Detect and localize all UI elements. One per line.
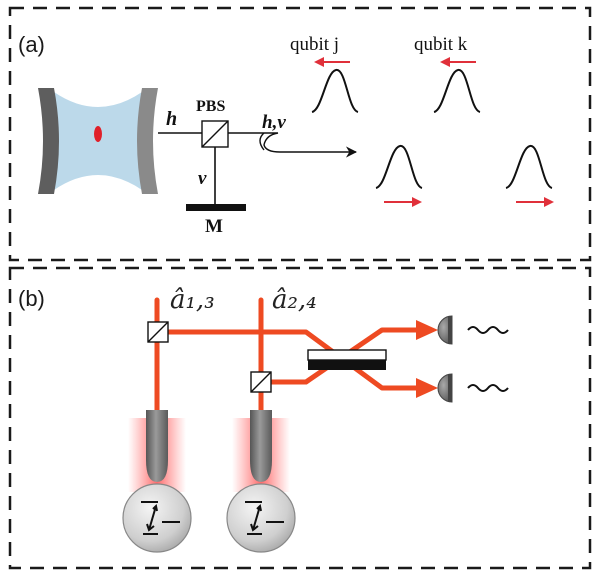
- panel-a-frame: [8, 6, 592, 262]
- detector-signal-upper: [467, 326, 509, 334]
- beam-hv-label: h,v: [262, 112, 286, 133]
- beam-splitter-right: [250, 371, 272, 393]
- beam-h-label: h: [166, 108, 177, 130]
- energy-level-diagram-right: [245, 501, 284, 535]
- pulse-lower-left: [375, 145, 423, 189]
- beam-hv-bend: [259, 132, 265, 151]
- beam-arrowhead-upper: [416, 320, 438, 340]
- atom-sphere-left: [122, 483, 192, 553]
- fiber-tip-right: [250, 410, 272, 482]
- waveplate: [307, 349, 387, 370]
- photodetector-lower: [437, 373, 509, 403]
- atom-sphere-right: [226, 483, 296, 553]
- cavity-right-mirror: [137, 88, 158, 194]
- beam-splitter-left: [147, 321, 169, 343]
- panel-b-frame: [8, 266, 592, 570]
- pulse-qubit-k: [433, 69, 481, 113]
- panel-b-label: (b): [18, 286, 45, 311]
- mirror-m: [186, 204, 246, 211]
- beam-hv-loop: [263, 132, 358, 158]
- trapped-atom: [94, 126, 102, 142]
- mode-label-13: â₁,₃: [170, 285, 215, 315]
- panel-a-label: (a): [18, 32, 45, 57]
- optical-cavity: [38, 88, 158, 194]
- beam-v-label: v: [198, 168, 207, 189]
- energy-level-diagram-left: [141, 501, 180, 535]
- pulse-lower-right: [505, 145, 553, 189]
- qubit-j-label: qubit j: [290, 34, 339, 55]
- panel-b: (b) â₁,₃ â₂,₄: [8, 266, 592, 570]
- detector-signal-lower: [467, 384, 509, 392]
- laser-beams: [154, 297, 433, 421]
- beam-arrowhead-lower: [416, 378, 438, 398]
- fiber-tip-left: [146, 410, 168, 482]
- photodetector-upper: [437, 315, 509, 345]
- mode-label-24: â₂,₄: [272, 285, 317, 315]
- pulse-qubit-j: [311, 69, 359, 113]
- pbs-label: PBS: [196, 98, 225, 115]
- polarizing-beam-splitter: [201, 120, 229, 148]
- cavity-left-mirror: [38, 88, 59, 194]
- panel-a: (a) h PBS v M h,v qubit j qubit k: [8, 6, 592, 262]
- mirror-m-label: M: [205, 216, 223, 237]
- qubit-k-label: qubit k: [414, 34, 468, 55]
